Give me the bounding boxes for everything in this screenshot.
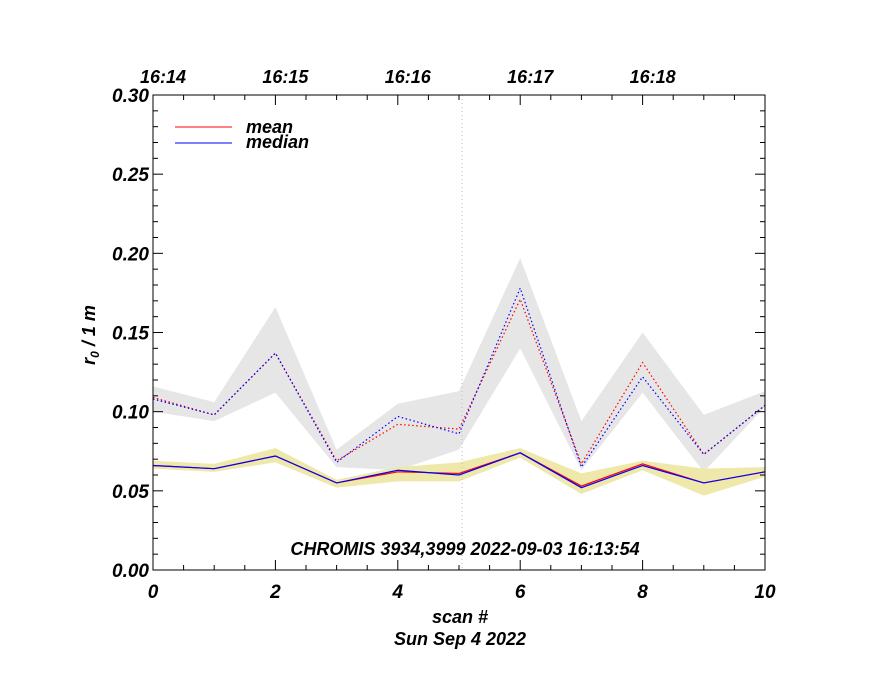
x-tick-label: 8 xyxy=(637,582,648,603)
x-tick-label: 0 xyxy=(148,582,159,603)
date-label: Sun Sep 4 2022 xyxy=(394,629,526,649)
y-axis-label-rest: / 1 m xyxy=(79,305,99,351)
y-tick-label: 0.30 xyxy=(112,86,149,107)
band-1 xyxy=(153,448,765,496)
chart-annotation: CHROMIS 3934,3999 2022-09-03 16:13:54 xyxy=(290,539,639,559)
y-tick-label: 0.10 xyxy=(112,403,149,424)
confidence-bands xyxy=(153,258,765,496)
time-tick-label: 16:14 xyxy=(140,67,186,87)
x-axis-label: scan # xyxy=(432,607,488,627)
x-tick-label: 10 xyxy=(754,582,776,603)
series-line-2 xyxy=(152,297,766,466)
y-tick-label: 0.25 xyxy=(112,165,149,186)
legend-label-median: median xyxy=(246,132,309,152)
series-lines xyxy=(152,286,766,489)
legend: mean median xyxy=(175,117,309,152)
y-tick-label: 0.15 xyxy=(112,324,149,345)
series-line-1 xyxy=(152,452,766,489)
y-tick-label: 0.20 xyxy=(112,244,149,265)
y-tick-label: 0.00 xyxy=(112,561,149,582)
time-tick-label: 16:17 xyxy=(507,67,554,87)
series-line-3 xyxy=(152,286,766,469)
y-axis-label-sub: 0 xyxy=(88,351,102,358)
y-axis-label-main: r xyxy=(79,357,99,365)
time-tick-label: 16:15 xyxy=(262,67,309,87)
axis-ticks xyxy=(152,94,766,571)
x-tick-label: 6 xyxy=(515,582,526,603)
y-axis-label: r0 / 1 m xyxy=(79,305,102,365)
x-tick-label: 4 xyxy=(392,582,404,603)
legend-label-mean: mean xyxy=(246,117,293,137)
time-tick-label: 16:16 xyxy=(385,67,432,87)
x-tick-label: 2 xyxy=(269,582,281,603)
y-tick-label: 0.05 xyxy=(112,482,149,503)
axis-tick-labels: 0 2 4 6 8 10 0.00 0.05 0.10 0.15 0.20 0.25 0.3016:14… xyxy=(112,67,776,603)
time-tick-label: 16:18 xyxy=(630,67,676,87)
band-0 xyxy=(153,258,765,472)
